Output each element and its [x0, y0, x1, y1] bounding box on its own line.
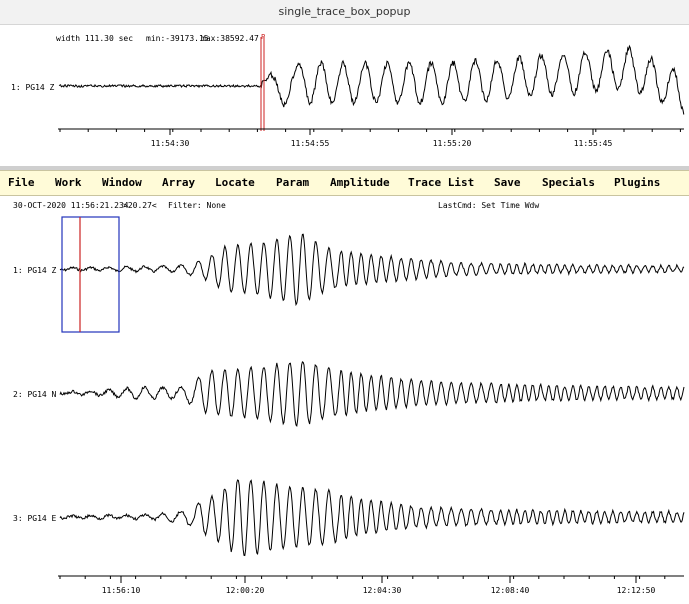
- popup-pick-label: P: [261, 33, 265, 41]
- menu-bar: File Work Window Array Locate Param Ampl…: [0, 170, 689, 196]
- waveform-pg14-e: [59, 479, 685, 557]
- waveform-pg14-z: [59, 233, 685, 307]
- window-divider: [0, 166, 689, 170]
- main-time-tick-label: 11:56:10: [102, 586, 141, 595]
- popup-width-readout: width 111.30 sec: [56, 34, 133, 43]
- menu-locate[interactable]: Locate: [215, 176, 255, 189]
- menu-window[interactable]: Window: [102, 176, 142, 189]
- main-trace-canvas[interactable]: 30-OCT-2020 11:56:21.234 >20.27< Filter:…: [0, 196, 689, 600]
- main-minor-ticks: [59, 576, 666, 579]
- trace-label-e[interactable]: 3: PG14 E: [13, 514, 57, 523]
- popup-trace-canvas[interactable]: width 111.30 sec min:-39173.15 max:38592…: [0, 25, 689, 166]
- menu-work[interactable]: Work: [55, 176, 82, 189]
- menu-specials[interactable]: Specials: [542, 176, 595, 189]
- menu-amplitude[interactable]: Amplitude: [330, 176, 390, 189]
- popup-trace-label: 1: PG14 Z: [11, 83, 55, 92]
- main-time-tick-label: 12:08:40: [491, 586, 530, 595]
- menu-file[interactable]: File: [8, 176, 35, 189]
- popup-minor-ticks: [59, 129, 681, 132]
- menu-param[interactable]: Param: [276, 176, 310, 189]
- main-time-tick-label: 12:00:20: [226, 586, 265, 595]
- window-title: single_trace_box_popup: [278, 5, 411, 18]
- popup-min-readout: min:-39173.15: [146, 34, 209, 43]
- main-time-tick-label: 12:12:50: [617, 586, 656, 595]
- menu-save[interactable]: Save: [494, 176, 521, 189]
- popup-time-tick-label: 11:54:55: [291, 139, 330, 148]
- selection-box[interactable]: [61, 216, 120, 333]
- waveform-pg14-n: [59, 361, 685, 428]
- popup-time-tick-label: 11:54:30: [151, 139, 190, 148]
- single-trace-popup[interactable]: width 111.30 sec min:-39173.15 max:38592…: [0, 25, 689, 166]
- status-zoom: >20.27<: [123, 201, 157, 210]
- trace-label-z[interactable]: 1: PG14 Z: [13, 266, 57, 275]
- status-last-command: LastCmd: Set Time Wdw: [438, 201, 539, 210]
- popup-max-readout: max:38592.47: [201, 34, 259, 43]
- popup-waveform: [58, 44, 685, 115]
- menu-trace-list[interactable]: Trace List: [408, 176, 475, 189]
- menu-plugins[interactable]: Plugins: [614, 176, 661, 189]
- status-filter: Filter: None: [168, 201, 226, 210]
- popup-time-tick-label: 11:55:20: [433, 139, 472, 148]
- status-datetime: 30-OCT-2020 11:56:21.234: [13, 201, 129, 210]
- window-titlebar: single_trace_box_popup: [0, 0, 689, 25]
- main-time-tick-label: 12:04:30: [363, 586, 402, 595]
- main-trace-view[interactable]: 30-OCT-2020 11:56:21.234 >20.27< Filter:…: [0, 196, 689, 600]
- menu-array[interactable]: Array: [162, 176, 196, 189]
- popup-time-tick-label: 11:55:45: [574, 139, 613, 148]
- trace-label-n[interactable]: 2: PG14 N: [13, 390, 57, 399]
